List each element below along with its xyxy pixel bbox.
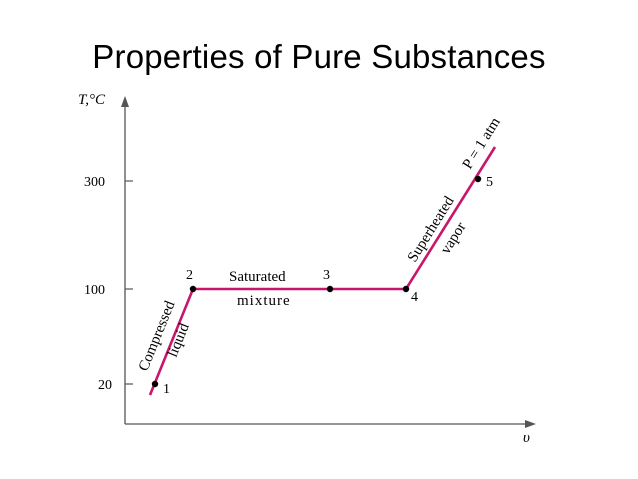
tick-label-100: 100 (84, 283, 105, 298)
state-point-2 (189, 285, 197, 293)
slide-title: Properties of Pure Substances (92, 38, 546, 75)
point-label-4: 4 (411, 290, 418, 305)
point-label-1: 1 (163, 382, 170, 397)
mixture-label: mixture (237, 293, 291, 309)
x-axis-arrow (525, 420, 536, 428)
tick-label-20: 20 (98, 378, 112, 393)
tick-label-300: 300 (84, 175, 105, 190)
point-label-2: 2 (186, 268, 193, 283)
point-label-5: 5 (486, 175, 493, 190)
process-line (148, 146, 497, 396)
state-point-5 (474, 175, 482, 183)
x-axis-label: υ (523, 430, 530, 446)
state-points (151, 175, 482, 388)
y-axis-arrow (121, 96, 129, 107)
state-point-4 (402, 285, 410, 293)
state-point-1 (151, 380, 159, 388)
point-label-3: 3 (323, 268, 330, 283)
saturated-label: Saturated (229, 269, 286, 285)
axes (121, 96, 536, 428)
state-point-3 (326, 285, 334, 293)
y-axis-label: T,°C (78, 92, 106, 108)
pressure-label: P = 1 atm (460, 115, 504, 173)
